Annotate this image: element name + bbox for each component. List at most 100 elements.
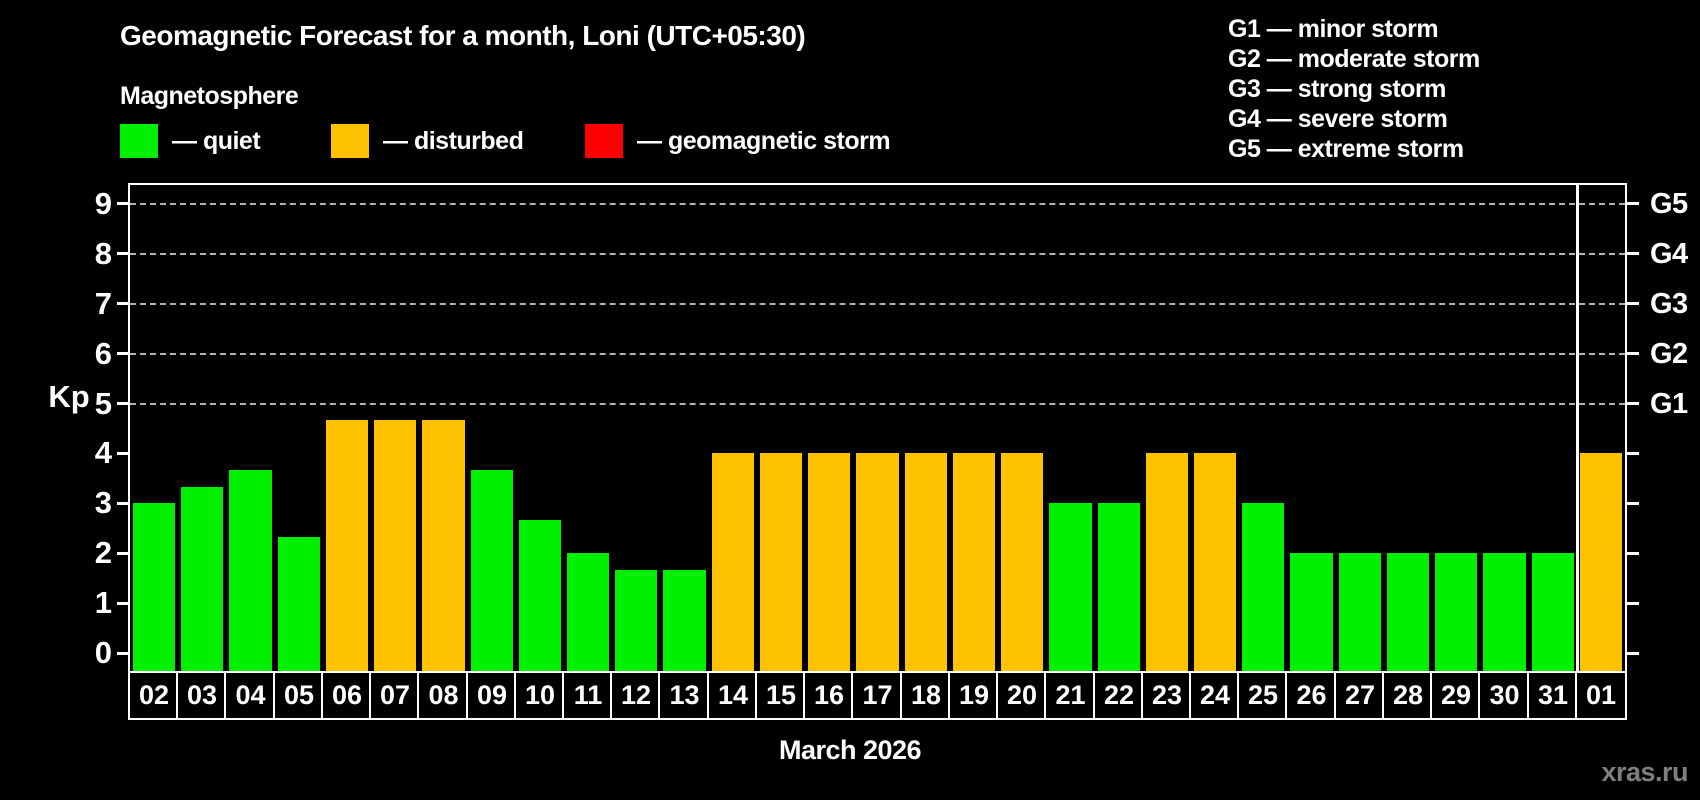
bar-day-07 xyxy=(374,420,416,671)
bar-day-29 xyxy=(1435,553,1477,671)
y-tick-right-7 xyxy=(1626,302,1639,306)
y-tick-left-2 xyxy=(117,551,129,555)
bar-day-19 xyxy=(953,453,995,671)
y-tick-label-6: 6 xyxy=(94,335,112,371)
y-tick-label-8: 8 xyxy=(94,235,112,271)
bar-day-04 xyxy=(229,469,272,671)
magnetosphere-label: Magnetosphere xyxy=(120,82,299,110)
x-axis-date-10: 10 xyxy=(514,671,566,720)
x-axis-date-15: 15 xyxy=(755,671,807,720)
legend-label-disturbed: — disturbed xyxy=(383,126,524,155)
x-axis-date-13: 13 xyxy=(658,671,711,720)
x-axis-date-20: 20 xyxy=(996,671,1048,720)
g-scale-legend: G1 — minor storm G2 — moderate storm G3 … xyxy=(1228,14,1480,164)
x-axis-date-31: 31 xyxy=(1527,671,1579,720)
y-tick-label-7: 7 xyxy=(94,285,112,321)
y-tick-label-9: 9 xyxy=(94,185,112,221)
plot-area: G1 G2 G3 G4 G5 0 1 2 3 4 5 6 7 8 9 02 03 04 05 06 07 08 09 10 11… xyxy=(95,183,1688,720)
disturbed-swatch-icon xyxy=(331,124,369,158)
x-axis-date-29: 29 xyxy=(1430,671,1482,720)
y-tick-left-6 xyxy=(117,352,129,356)
y-tick-left-1 xyxy=(117,601,129,605)
x-axis-date-25: 25 xyxy=(1237,671,1289,720)
bar-day-18 xyxy=(905,453,947,671)
y-tick-right-9 xyxy=(1626,202,1639,206)
watermark: xras.ru xyxy=(1601,757,1688,787)
legend-label-geomagnetic-storm: — geomagnetic storm xyxy=(637,126,891,155)
bar-day-08 xyxy=(422,420,465,671)
y-tick-right-1 xyxy=(1626,601,1639,605)
y-tick-label-2: 2 xyxy=(94,535,112,571)
bar-day-22 xyxy=(1098,503,1140,671)
bar-day-02 xyxy=(133,503,175,671)
right-axis-label-G2: G2 xyxy=(1650,337,1688,370)
bar-day-30 xyxy=(1483,553,1526,671)
legend-label-quiet: — quiet xyxy=(172,126,261,155)
x-axis-date-27: 27 xyxy=(1334,671,1386,720)
bar-day-05 xyxy=(278,536,320,671)
x-axis-date-02: 02 xyxy=(128,671,180,720)
x-axis-date-03: 03 xyxy=(176,671,228,720)
x-axis-date-08: 08 xyxy=(417,671,470,720)
g3-legend-line: G3 — strong storm xyxy=(1228,75,1446,103)
y-tick-right-5 xyxy=(1626,402,1639,406)
gridline-kp-7 xyxy=(130,302,1625,305)
bar-day-26 xyxy=(1290,553,1333,671)
x-axis-date-17: 17 xyxy=(851,671,904,720)
y-tick-right-4 xyxy=(1626,451,1639,455)
bar-day-27 xyxy=(1339,553,1381,671)
x-axis-date-14: 14 xyxy=(707,671,759,720)
x-axis-date-22: 22 xyxy=(1093,671,1145,720)
gridline-kp-8 xyxy=(130,252,1625,255)
x-axis-date-06: 06 xyxy=(321,671,373,720)
gridline-kp-6 xyxy=(130,352,1625,355)
x-axis-date-04: 04 xyxy=(224,671,277,720)
y-tick-right-6 xyxy=(1626,352,1639,356)
x-axis-date-30: 30 xyxy=(1478,671,1531,720)
x-axis-date-23: 23 xyxy=(1141,671,1193,720)
y-tick-left-5 xyxy=(117,402,129,406)
x-axis-date-18: 18 xyxy=(900,671,952,720)
bar-day-21 xyxy=(1049,503,1092,671)
right-axis-label-G4: G4 xyxy=(1650,237,1688,270)
y-tick-right-2 xyxy=(1626,551,1639,555)
gridline-kp-5 xyxy=(130,402,1625,405)
g5-legend-line: G5 — extreme storm xyxy=(1228,135,1464,163)
y-tick-label-5: 5 xyxy=(94,385,112,421)
y-tick-right-0 xyxy=(1626,651,1639,655)
x-axis-date-05: 05 xyxy=(273,671,325,720)
bar-day-24 xyxy=(1194,453,1236,671)
bar-day-09 xyxy=(471,469,513,671)
y-tick-label-1: 1 xyxy=(94,585,112,621)
x-axis-date-26: 26 xyxy=(1285,671,1338,720)
bar-day-12 xyxy=(615,569,657,671)
bar-day-31 xyxy=(1532,553,1574,671)
geomagnetic-storm-swatch-icon xyxy=(585,124,623,158)
bar-day-03 xyxy=(181,486,223,671)
y-tick-left-0 xyxy=(117,651,129,655)
bar-day-15 xyxy=(760,453,802,671)
y-tick-right-8 xyxy=(1626,252,1639,256)
chart-title: Geomagnetic Forecast for a month, Loni (… xyxy=(120,20,806,51)
magnetosphere-legend: — quiet — disturbed — geomagnetic storm xyxy=(0,123,1100,159)
x-axis-date-21: 21 xyxy=(1044,671,1097,720)
g4-legend-line: G4 — severe storm xyxy=(1228,105,1448,133)
bar-day-23 xyxy=(1146,453,1188,671)
right-axis-label-G3: G3 xyxy=(1650,287,1688,320)
gridline-kp-9 xyxy=(130,202,1625,205)
right-axis-label-G5: G5 xyxy=(1650,187,1688,220)
y-tick-left-4 xyxy=(117,451,129,455)
right-axis-label-G1: G1 xyxy=(1650,387,1688,420)
y-tick-label-3: 3 xyxy=(94,485,112,521)
y-tick-left-3 xyxy=(117,501,129,505)
y-tick-left-8 xyxy=(117,252,129,256)
legend-item-disturbed: — disturbed xyxy=(331,123,524,159)
bar-day-06 xyxy=(326,420,368,671)
legend-item-geomagnetic-storm: — geomagnetic storm xyxy=(585,123,891,159)
x-axis-date-09: 09 xyxy=(466,671,518,720)
month-boundary-separator xyxy=(1576,185,1579,671)
g1-legend-line: G1 — minor storm xyxy=(1228,15,1439,43)
x-axis-date-12: 12 xyxy=(610,671,662,720)
bar-day-28 xyxy=(1387,553,1429,671)
y-tick-label-4: 4 xyxy=(94,435,112,471)
